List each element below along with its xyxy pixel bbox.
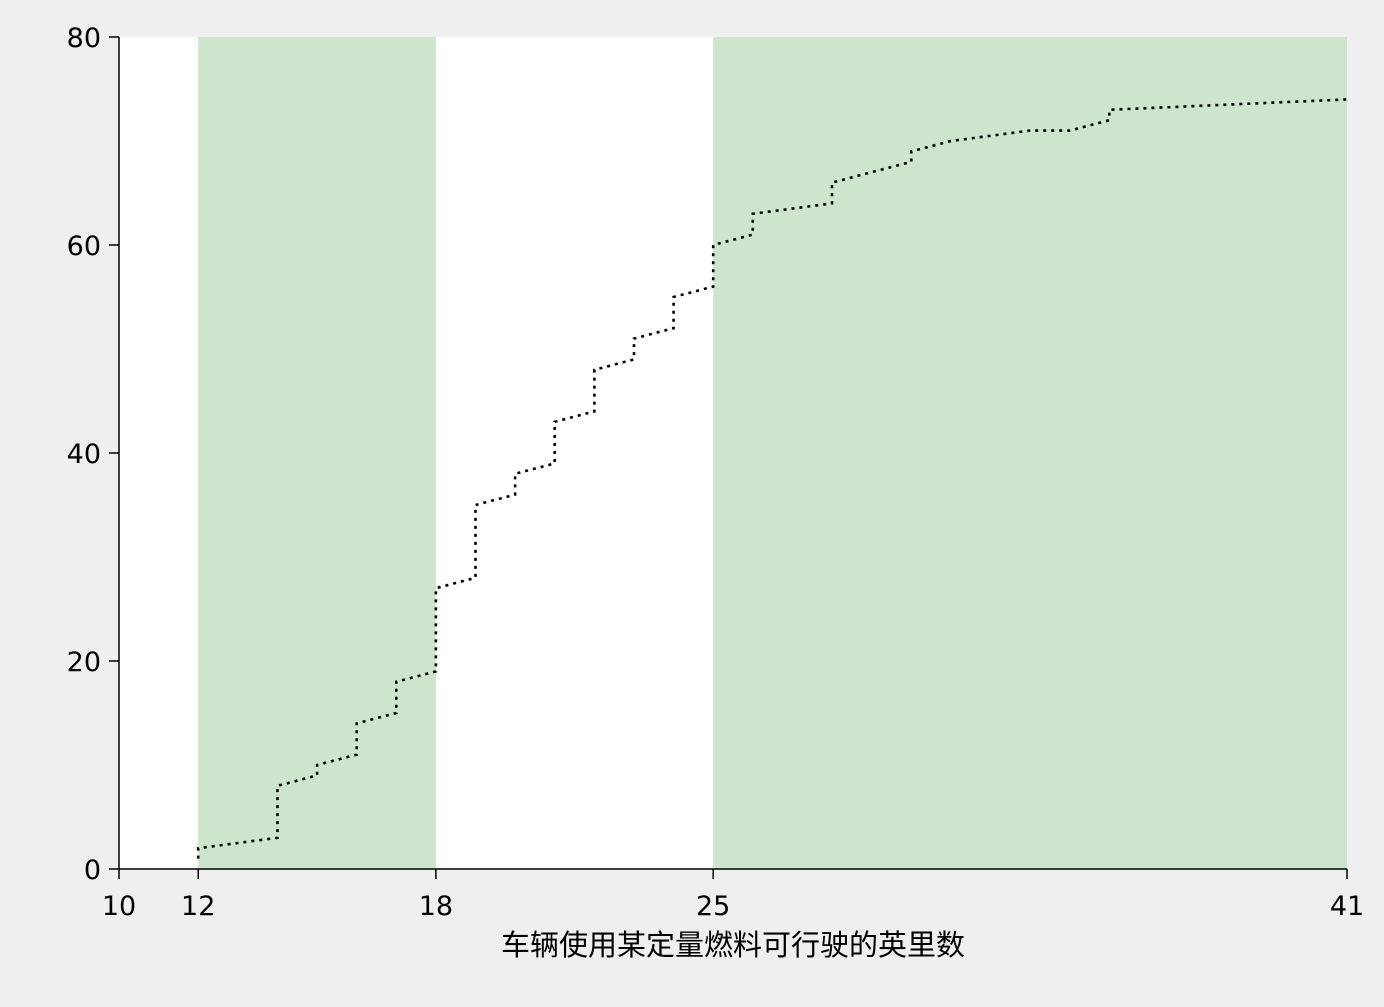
shaded-bands <box>198 37 1347 869</box>
y-tick-label: 0 <box>84 855 101 886</box>
y-tick-label: 40 <box>67 439 101 470</box>
x-tick-label: 18 <box>419 891 453 922</box>
band-2 <box>713 37 1347 869</box>
x-tick-label: 25 <box>696 891 730 922</box>
axes: 0 20 40 60 80 10 12 18 25 41 <box>67 23 1365 922</box>
x-tick-label: 12 <box>181 891 215 922</box>
band-1 <box>198 37 436 869</box>
x-axis-title: 车辆使用某定量燃料可行驶的英里数 <box>501 928 965 962</box>
x-tick-label: 10 <box>102 891 136 922</box>
y-tick-label: 60 <box>67 231 101 262</box>
y-tick-label: 80 <box>67 23 101 54</box>
y-tick-label: 20 <box>67 647 101 678</box>
x-tick-label: 41 <box>1330 891 1364 922</box>
